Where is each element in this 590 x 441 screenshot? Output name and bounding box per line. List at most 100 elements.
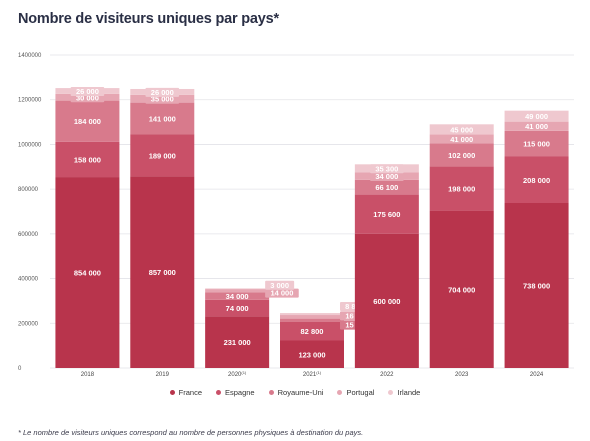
bar-segment-royaume-uni: [280, 318, 344, 322]
data-label: 738 000: [523, 282, 550, 291]
bar-segment-royaume-uni: [55, 100, 120, 142]
y-tick-label: 0: [18, 366, 22, 372]
bar-segment-irlande: [280, 313, 344, 316]
x-tick-label: 2023: [455, 372, 469, 378]
y-tick-label: 800000: [18, 187, 39, 193]
data-label: 82 800: [301, 327, 324, 336]
x-tick-label: 2019: [156, 372, 170, 378]
data-label: 41 000: [450, 135, 473, 144]
data-label: 41 000: [525, 122, 548, 131]
bar-segment-royaume-uni: [205, 292, 270, 300]
data-label: 198 000: [448, 184, 475, 193]
bar-segment-france: [205, 316, 270, 368]
x-tick-label: 2021(1): [303, 370, 322, 378]
bar-segment-portugal: [429, 134, 494, 144]
x-tick-label: 2018: [81, 372, 95, 378]
label-pill: [370, 172, 404, 182]
bar-segment-espagne: [354, 194, 419, 234]
chart-title: Nombre de visiteurs uniques par pays*: [18, 11, 279, 27]
data-label: 123 000: [298, 350, 325, 359]
data-label: 854 000: [74, 269, 101, 278]
bar-segment-france: [429, 210, 494, 368]
label-pill: [70, 86, 105, 96]
legend-item: Royaume-Uni: [268, 388, 324, 397]
data-label: 8 800: [345, 302, 364, 311]
legend-swatch: [388, 390, 394, 395]
legend-swatch: [337, 390, 343, 395]
bar-segment-espagne: [205, 299, 270, 317]
legend-item: Espagne: [216, 388, 255, 397]
data-label: 49 000: [525, 112, 548, 121]
label-pill: [370, 164, 404, 174]
y-tick-label: 1200000: [18, 98, 42, 104]
bar-segment-irlande: [504, 110, 569, 122]
data-label: 45 000: [450, 125, 473, 134]
label-pill: [265, 280, 295, 290]
bar-segment-france: [130, 176, 195, 368]
bar-segment-portugal: [280, 315, 344, 319]
chart-legend: France Espagne Royaume-Uni Portugal Irlande: [0, 388, 590, 397]
data-label: 34 000: [375, 172, 398, 181]
x-tick-label: 2022: [380, 372, 394, 378]
data-label: 26 000: [76, 87, 99, 96]
data-label: 704 000: [448, 285, 475, 294]
legend-swatch: [216, 390, 221, 395]
legend-swatch: [268, 390, 274, 395]
legend-item: Portugal: [337, 388, 374, 397]
bar-segment-espagne: [55, 141, 120, 178]
bar-segment-espagne: [280, 321, 344, 341]
data-label: 600 000: [373, 297, 400, 306]
bar-segment-espagne: [504, 156, 569, 204]
bar-segment-france: [280, 340, 344, 368]
data-label: 74 000: [226, 304, 249, 313]
data-label: 857 000: [149, 268, 176, 277]
legend-label: Portugal: [346, 388, 375, 397]
bar-segment-france: [55, 177, 120, 368]
bar-segment-portugal: [504, 121, 569, 131]
data-label: 189 000: [149, 151, 176, 160]
label-pill: [265, 288, 299, 298]
legend-label: Irlande: [397, 388, 421, 397]
label-pill: [145, 94, 180, 104]
data-label: 30 000: [76, 93, 99, 102]
data-label: 34 000: [226, 292, 249, 301]
label-pill: [145, 87, 180, 97]
data-label: 35 300: [375, 164, 398, 173]
bar-segment-espagne: [130, 134, 195, 177]
bar-segment-france: [504, 203, 569, 368]
data-label: 66 100: [375, 183, 398, 192]
legend-item: France: [169, 388, 202, 397]
legend-label: France: [178, 388, 202, 397]
data-label: 35 000: [151, 95, 174, 104]
bar-segment-irlande: [205, 288, 270, 290]
data-label: 3 000: [270, 281, 289, 290]
y-tick-label: 600000: [18, 232, 39, 238]
y-tick-label: 1000000: [18, 142, 42, 148]
y-tick-label: 1400000: [18, 53, 42, 59]
data-label: 158 000: [74, 155, 101, 164]
data-label: 175 600: [373, 210, 400, 219]
y-tick-label: 400000: [18, 277, 39, 283]
legend-label: Espagne: [225, 388, 255, 397]
legend-item: Irlande: [388, 388, 420, 397]
data-label: 141 000: [149, 114, 176, 123]
bar-segment-royaume-uni: [130, 102, 195, 135]
bar-segment-irlande: [429, 124, 494, 135]
legend-label: Royaume-Uni: [277, 388, 324, 397]
x-tick-label: 2024: [530, 372, 544, 378]
data-label: 184 000: [74, 117, 101, 126]
y-tick-label: 200000: [18, 321, 39, 327]
bar-segment-france: [354, 233, 419, 368]
data-label: 14 000: [270, 289, 293, 298]
bar-segment-portugal: [205, 289, 270, 293]
data-label: 26 000: [151, 88, 174, 97]
bar-segment-royaume-uni: [429, 143, 494, 167]
footnote: * Le nombre de visiteurs uniques corresp…: [18, 428, 364, 437]
bar-segment-espagne: [429, 166, 494, 211]
data-label: 115 000: [523, 140, 550, 149]
bar-segment-royaume-uni: [504, 130, 569, 157]
bar-segment-royaume-uni: [354, 179, 419, 195]
data-label: 231 000: [224, 338, 251, 347]
x-tick-label: 2020(1): [228, 370, 247, 378]
